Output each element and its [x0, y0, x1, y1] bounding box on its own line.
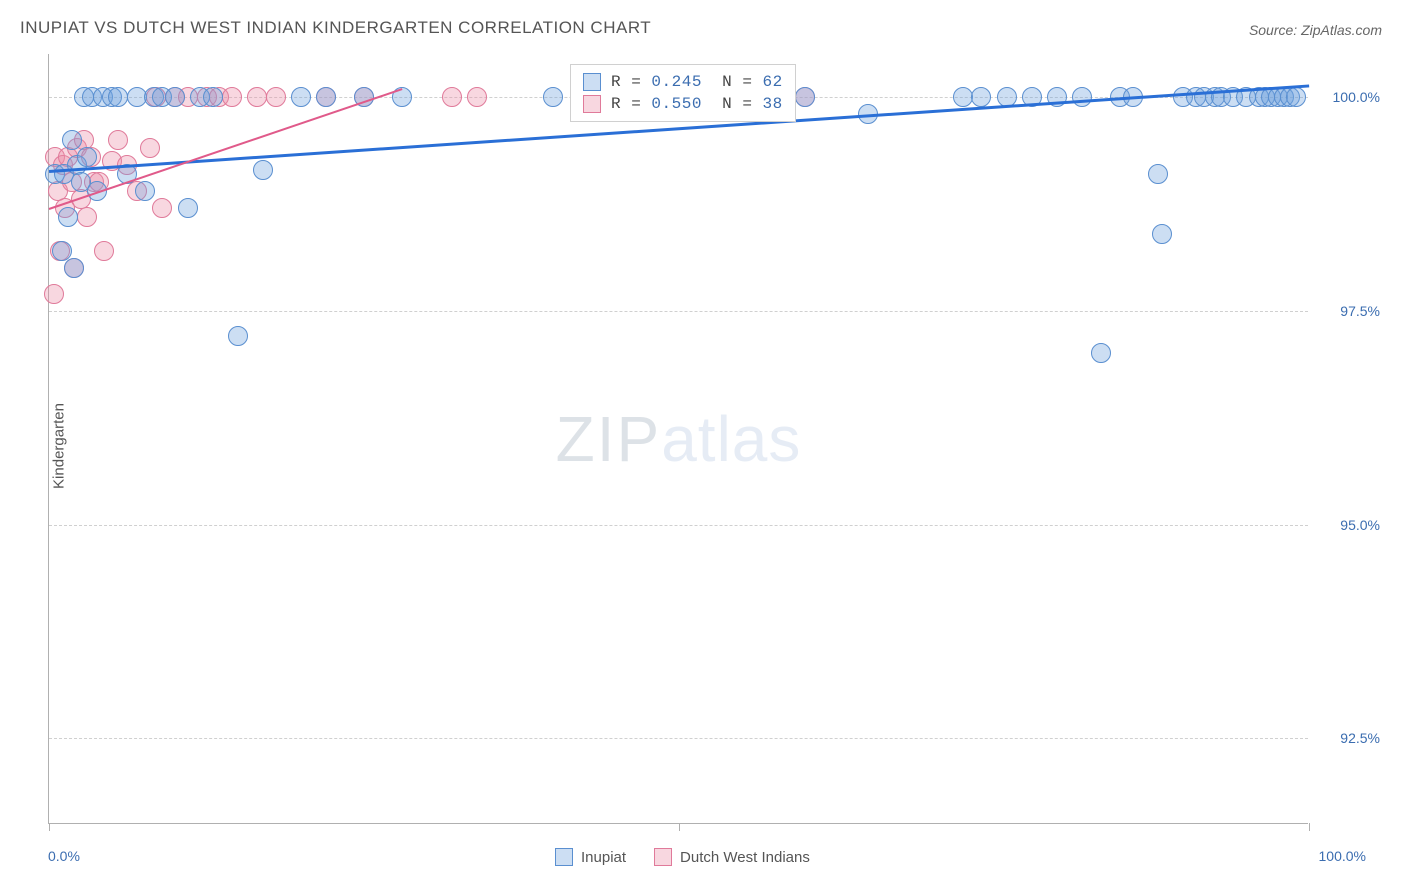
- data-point: [94, 241, 114, 261]
- data-point: [77, 207, 97, 227]
- legend-stats: R = 0.550 N = 38: [611, 95, 783, 113]
- x-tick: [49, 823, 50, 831]
- correlation-legend: R = 0.245 N = 62 R = 0.550 N = 38: [570, 64, 796, 122]
- data-point: [62, 130, 82, 150]
- legend-row: R = 0.245 N = 62: [583, 71, 783, 93]
- y-tick-label: 92.5%: [1320, 730, 1380, 746]
- data-point: [1148, 164, 1168, 184]
- watermark-zip: ZIP: [556, 403, 662, 475]
- x-axis-min-label: 0.0%: [48, 848, 80, 864]
- data-point: [52, 241, 72, 261]
- gridline: [49, 525, 1308, 526]
- source-attribution: Source: ZipAtlas.com: [1249, 22, 1382, 38]
- data-point: [1286, 87, 1306, 107]
- y-tick-label: 97.5%: [1320, 303, 1380, 319]
- data-point: [222, 87, 242, 107]
- x-tick: [1309, 823, 1310, 831]
- data-point: [64, 258, 84, 278]
- data-point: [971, 87, 991, 107]
- data-point: [953, 87, 973, 107]
- data-point: [165, 87, 185, 107]
- watermark-atlas: atlas: [661, 403, 801, 475]
- gridline: [49, 738, 1308, 739]
- data-point: [152, 198, 172, 218]
- legend-swatch: [555, 848, 573, 866]
- data-point: [140, 138, 160, 158]
- gridline: [49, 311, 1308, 312]
- x-axis-max-label: 100.0%: [1319, 848, 1366, 864]
- data-point: [77, 147, 97, 167]
- data-point: [543, 87, 563, 107]
- legend-swatch: [583, 95, 601, 113]
- chart-plot-area: ZIPatlas 92.5%95.0%97.5%100.0%: [48, 54, 1308, 824]
- watermark: ZIPatlas: [556, 402, 802, 476]
- y-tick-label: 95.0%: [1320, 517, 1380, 533]
- data-point: [58, 207, 78, 227]
- data-point: [253, 160, 273, 180]
- data-point: [1152, 224, 1172, 244]
- series-legend-item: Inupiat: [555, 848, 626, 866]
- series-legend-item: Dutch West Indians: [654, 848, 810, 866]
- legend-stats: R = 0.245 N = 62: [611, 73, 783, 91]
- data-point: [44, 284, 64, 304]
- x-tick: [679, 823, 680, 831]
- data-point: [108, 130, 128, 150]
- data-point: [1091, 343, 1111, 363]
- legend-row: R = 0.550 N = 38: [583, 93, 783, 115]
- data-point: [1072, 87, 1092, 107]
- chart-title: INUPIAT VS DUTCH WEST INDIAN KINDERGARTE…: [20, 18, 651, 38]
- legend-swatch: [583, 73, 601, 91]
- data-point: [108, 87, 128, 107]
- data-point: [228, 326, 248, 346]
- data-point: [291, 87, 311, 107]
- data-point: [178, 198, 198, 218]
- series-legend-label: Inupiat: [581, 849, 626, 866]
- y-tick-label: 100.0%: [1320, 89, 1380, 105]
- data-point: [203, 87, 223, 107]
- legend-swatch: [654, 848, 672, 866]
- series-legend-label: Dutch West Indians: [680, 849, 810, 866]
- data-point: [442, 87, 462, 107]
- data-point: [247, 87, 267, 107]
- data-point: [467, 87, 487, 107]
- series-legend: Inupiat Dutch West Indians: [555, 848, 810, 866]
- data-point: [795, 87, 815, 107]
- data-point: [135, 181, 155, 201]
- data-point: [316, 87, 336, 107]
- data-point: [266, 87, 286, 107]
